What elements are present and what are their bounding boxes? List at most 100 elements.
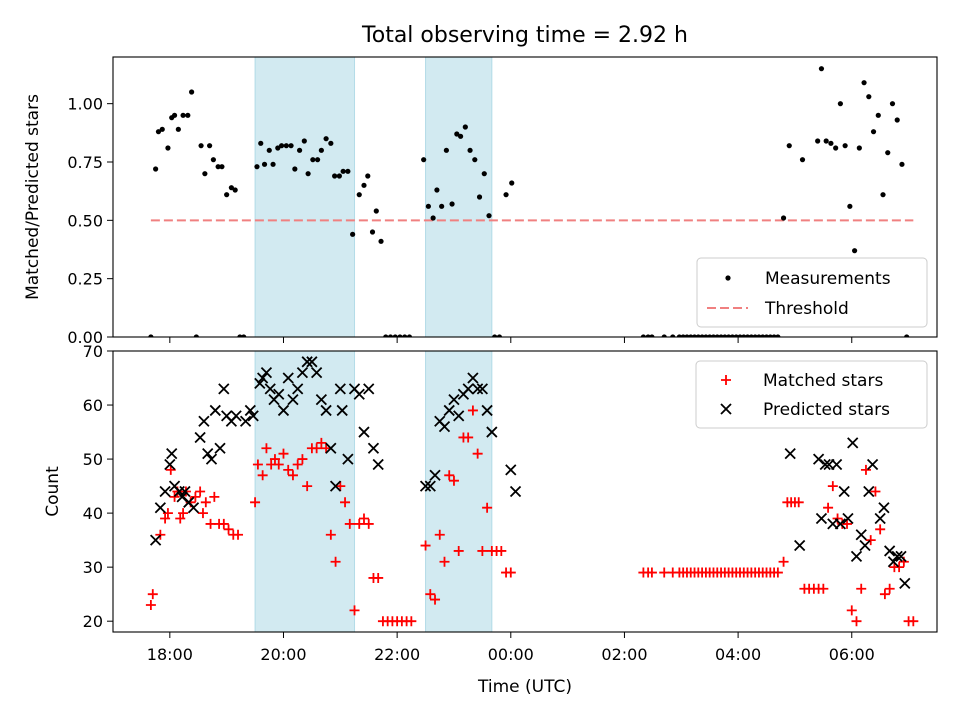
predicted-star-point	[372, 458, 384, 471]
predicted-star-point	[325, 442, 337, 454]
x-tick-label: 04:00	[715, 645, 761, 664]
predicted-star-point	[481, 404, 493, 417]
predicted-star-point	[209, 404, 221, 417]
matched-star-point	[349, 605, 360, 616]
measurement-point	[434, 187, 440, 193]
predicted-star-point	[287, 393, 299, 406]
matched-star-point	[434, 529, 445, 540]
measurement-point	[185, 112, 191, 118]
predicted-star-point	[830, 458, 843, 471]
measurement-point	[215, 164, 221, 170]
measurement-point	[780, 215, 787, 221]
predicted-star-point	[292, 383, 304, 395]
matched-star-point	[297, 454, 308, 465]
legend-marker	[720, 403, 732, 415]
matched-star-point	[283, 464, 294, 475]
y-tick-label: 1.00	[67, 95, 103, 114]
measurement-point	[392, 334, 398, 337]
matched-star-point	[209, 491, 220, 502]
matched-star-point	[292, 459, 303, 470]
x-tick-label: 00:00	[488, 645, 534, 664]
matched-star-point	[358, 513, 369, 524]
matched-star-point	[444, 470, 455, 481]
predicted-star-point	[310, 366, 323, 379]
predicted-star-point	[320, 404, 332, 417]
measurement-point	[323, 136, 329, 142]
y-tick-label: 60	[83, 396, 103, 415]
predicted-star-point	[509, 485, 522, 498]
predicted-star-point	[467, 372, 479, 384]
measurement-point	[228, 185, 234, 191]
measurement-point	[880, 192, 886, 198]
y-tick-label: 0.00	[67, 328, 103, 347]
matched-star-point	[865, 535, 876, 546]
measurement-point	[159, 126, 165, 132]
predicted-star-point	[462, 383, 474, 395]
measurement-point	[649, 334, 655, 337]
measurement-point	[856, 145, 862, 151]
matched-star-point	[200, 497, 211, 508]
matched-star-point	[823, 502, 834, 513]
measurement-point	[383, 334, 389, 337]
predicted-star-point	[815, 512, 828, 525]
matched-star-point	[463, 432, 474, 443]
legend: Measurements Threshold	[696, 257, 928, 328]
measurement-point	[314, 157, 321, 163]
legend-box	[695, 360, 928, 429]
predicted-star-point	[179, 485, 191, 498]
predicted-star-point	[257, 372, 269, 384]
matched-star-point	[354, 518, 365, 529]
predicted-star-point	[342, 453, 354, 465]
measurement-point	[885, 150, 891, 156]
matched-star-point	[425, 589, 436, 600]
measurement-point	[189, 89, 195, 95]
measurement-point	[305, 171, 311, 177]
measurement-point	[397, 334, 403, 337]
predicted-star-point	[819, 458, 831, 471]
predicted-star-point	[336, 404, 348, 417]
matched-star-point	[190, 491, 201, 502]
matched-star-point	[257, 470, 268, 481]
y-tick-label: 70	[83, 342, 103, 361]
measurement-point	[828, 140, 834, 146]
matched-star-point	[406, 616, 417, 627]
matched-star-point	[205, 518, 216, 529]
measurement-point	[345, 168, 351, 174]
measurement-point	[278, 143, 285, 149]
measurement-point	[148, 334, 154, 337]
matched-star-point	[311, 443, 322, 454]
measurement-point	[340, 168, 346, 174]
measurement-point	[866, 94, 872, 100]
predicted-star-point	[834, 518, 847, 530]
matched-star-point	[269, 454, 280, 465]
matched-star-point	[373, 572, 384, 583]
matched-star-point	[160, 513, 171, 524]
matched-star-point	[879, 589, 890, 600]
matched-star-point	[448, 475, 459, 486]
matched-star-point	[169, 491, 180, 502]
measurement-point	[266, 147, 272, 153]
predicted-star-point	[438, 421, 451, 433]
predicted-star-point	[895, 550, 907, 562]
measurement-point	[210, 157, 216, 163]
matched-star-point	[477, 545, 488, 556]
predicted-star-point	[363, 383, 375, 395]
measurement-point	[852, 248, 858, 254]
measurement-point	[462, 124, 468, 130]
measurement-point	[361, 182, 367, 188]
top-panel: 0.00 0.25 0.50 0.75 1.00 Matched/Predicted st…	[23, 56, 938, 347]
predicted-star-point	[855, 529, 867, 541]
x-axis-label: Time (UTC)	[477, 677, 572, 697]
matched-star-point	[851, 616, 862, 627]
x-tick-label: 06:00	[829, 645, 875, 664]
legend-label: Predicted stars	[763, 400, 890, 420]
predicted-star-point	[874, 512, 886, 525]
predicted-star-point	[296, 366, 309, 379]
predicted-star-point	[842, 512, 854, 525]
measurement-point	[815, 138, 821, 144]
matched-star-point	[340, 497, 351, 508]
matched-star-point	[363, 518, 374, 529]
y-tick-label: 50	[83, 450, 103, 469]
matched-star-point	[875, 524, 886, 535]
matched-star-point	[884, 583, 895, 594]
